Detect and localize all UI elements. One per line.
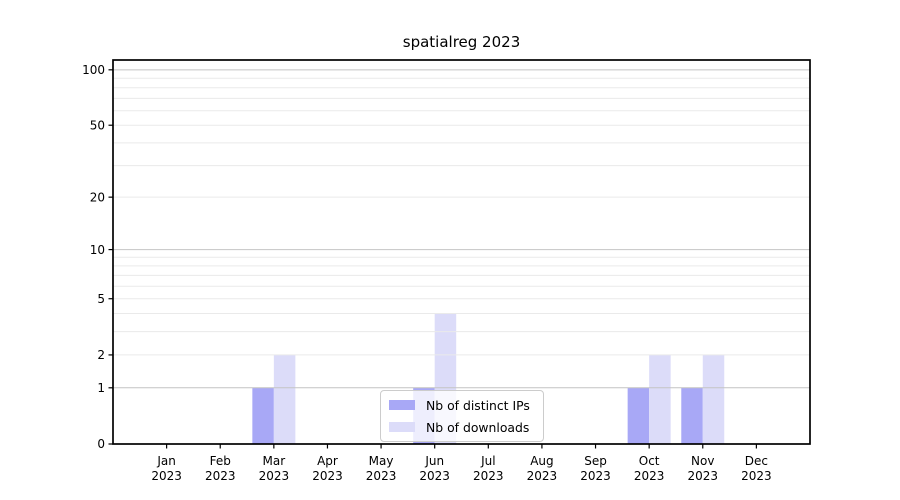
y-tick-label-100: 100 [82, 63, 105, 77]
y-tick-label-10: 10 [90, 243, 105, 257]
x-tick-label-month-aug: Aug [530, 454, 553, 468]
x-tick-label-month-dec: Dec [745, 454, 768, 468]
x-tick-label-year-aug: 2023 [527, 469, 558, 483]
y-tick-label-0: 0 [97, 437, 105, 451]
x-tick-label-month-may: May [369, 454, 394, 468]
legend-label-downloads: Nb of downloads [426, 419, 530, 435]
x-tick-label-month-jun: Jun [424, 454, 444, 468]
bar-nb-of-downloads-nov [702, 354, 725, 444]
bar-nb-of-downloads-mar [273, 354, 296, 444]
x-tick-label-month-apr: Apr [317, 454, 338, 468]
x-tick-label-year-mar: 2023 [259, 469, 290, 483]
x-tick-label-year-jul: 2023 [473, 469, 504, 483]
legend-label-distinct-ips: Nb of distinct IPs [426, 397, 530, 413]
legend-swatch-downloads [389, 422, 415, 432]
y-tick-label-5: 5 [97, 292, 105, 306]
chart-legend: Nb of distinct IPs Nb of downloads [380, 390, 544, 442]
x-tick-label-month-mar: Mar [263, 454, 286, 468]
chart-title: spatialreg 2023 [402, 33, 521, 51]
bar-nb-of-distinct-ips-nov [681, 387, 703, 444]
y-tick-label-2: 2 [97, 348, 105, 362]
legend-swatch-distinct-ips [389, 400, 415, 410]
bar-nb-of-downloads-oct [649, 354, 671, 444]
x-tick-label-year-jan: 2023 [151, 469, 182, 483]
x-tick-label-month-sep: Sep [584, 454, 607, 468]
x-tick-label-month-nov: Nov [691, 454, 714, 468]
bar-nb-of-distinct-ips-mar [252, 387, 274, 444]
y-tick-label-20: 20 [90, 190, 105, 204]
x-tick-label-year-nov: 2023 [687, 469, 718, 483]
x-tick-label-year-feb: 2023 [205, 469, 236, 483]
plot-border [112, 59, 811, 445]
x-tick-label-month-feb: Feb [210, 454, 231, 468]
x-tick-label-year-may: 2023 [366, 469, 397, 483]
x-tick-label-year-oct: 2023 [634, 469, 665, 483]
x-tick-label-month-jan: Jan [156, 454, 176, 468]
y-tick-label-50: 50 [90, 118, 105, 132]
bar-nb-of-distinct-ips-oct [627, 387, 650, 444]
x-tick-label-month-jul: Jul [480, 454, 495, 468]
y-tick-label-1: 1 [97, 381, 105, 395]
legend-item-distinct-ips: Nb of distinct IPs [389, 395, 530, 415]
x-tick-label-year-sep: 2023 [580, 469, 611, 483]
x-tick-label-month-oct: Oct [639, 454, 660, 468]
legend-item-downloads: Nb of downloads [389, 417, 530, 437]
x-tick-label-year-apr: 2023 [312, 469, 343, 483]
x-tick-label-year-dec: 2023 [741, 469, 772, 483]
x-tick-label-year-jun: 2023 [419, 469, 450, 483]
